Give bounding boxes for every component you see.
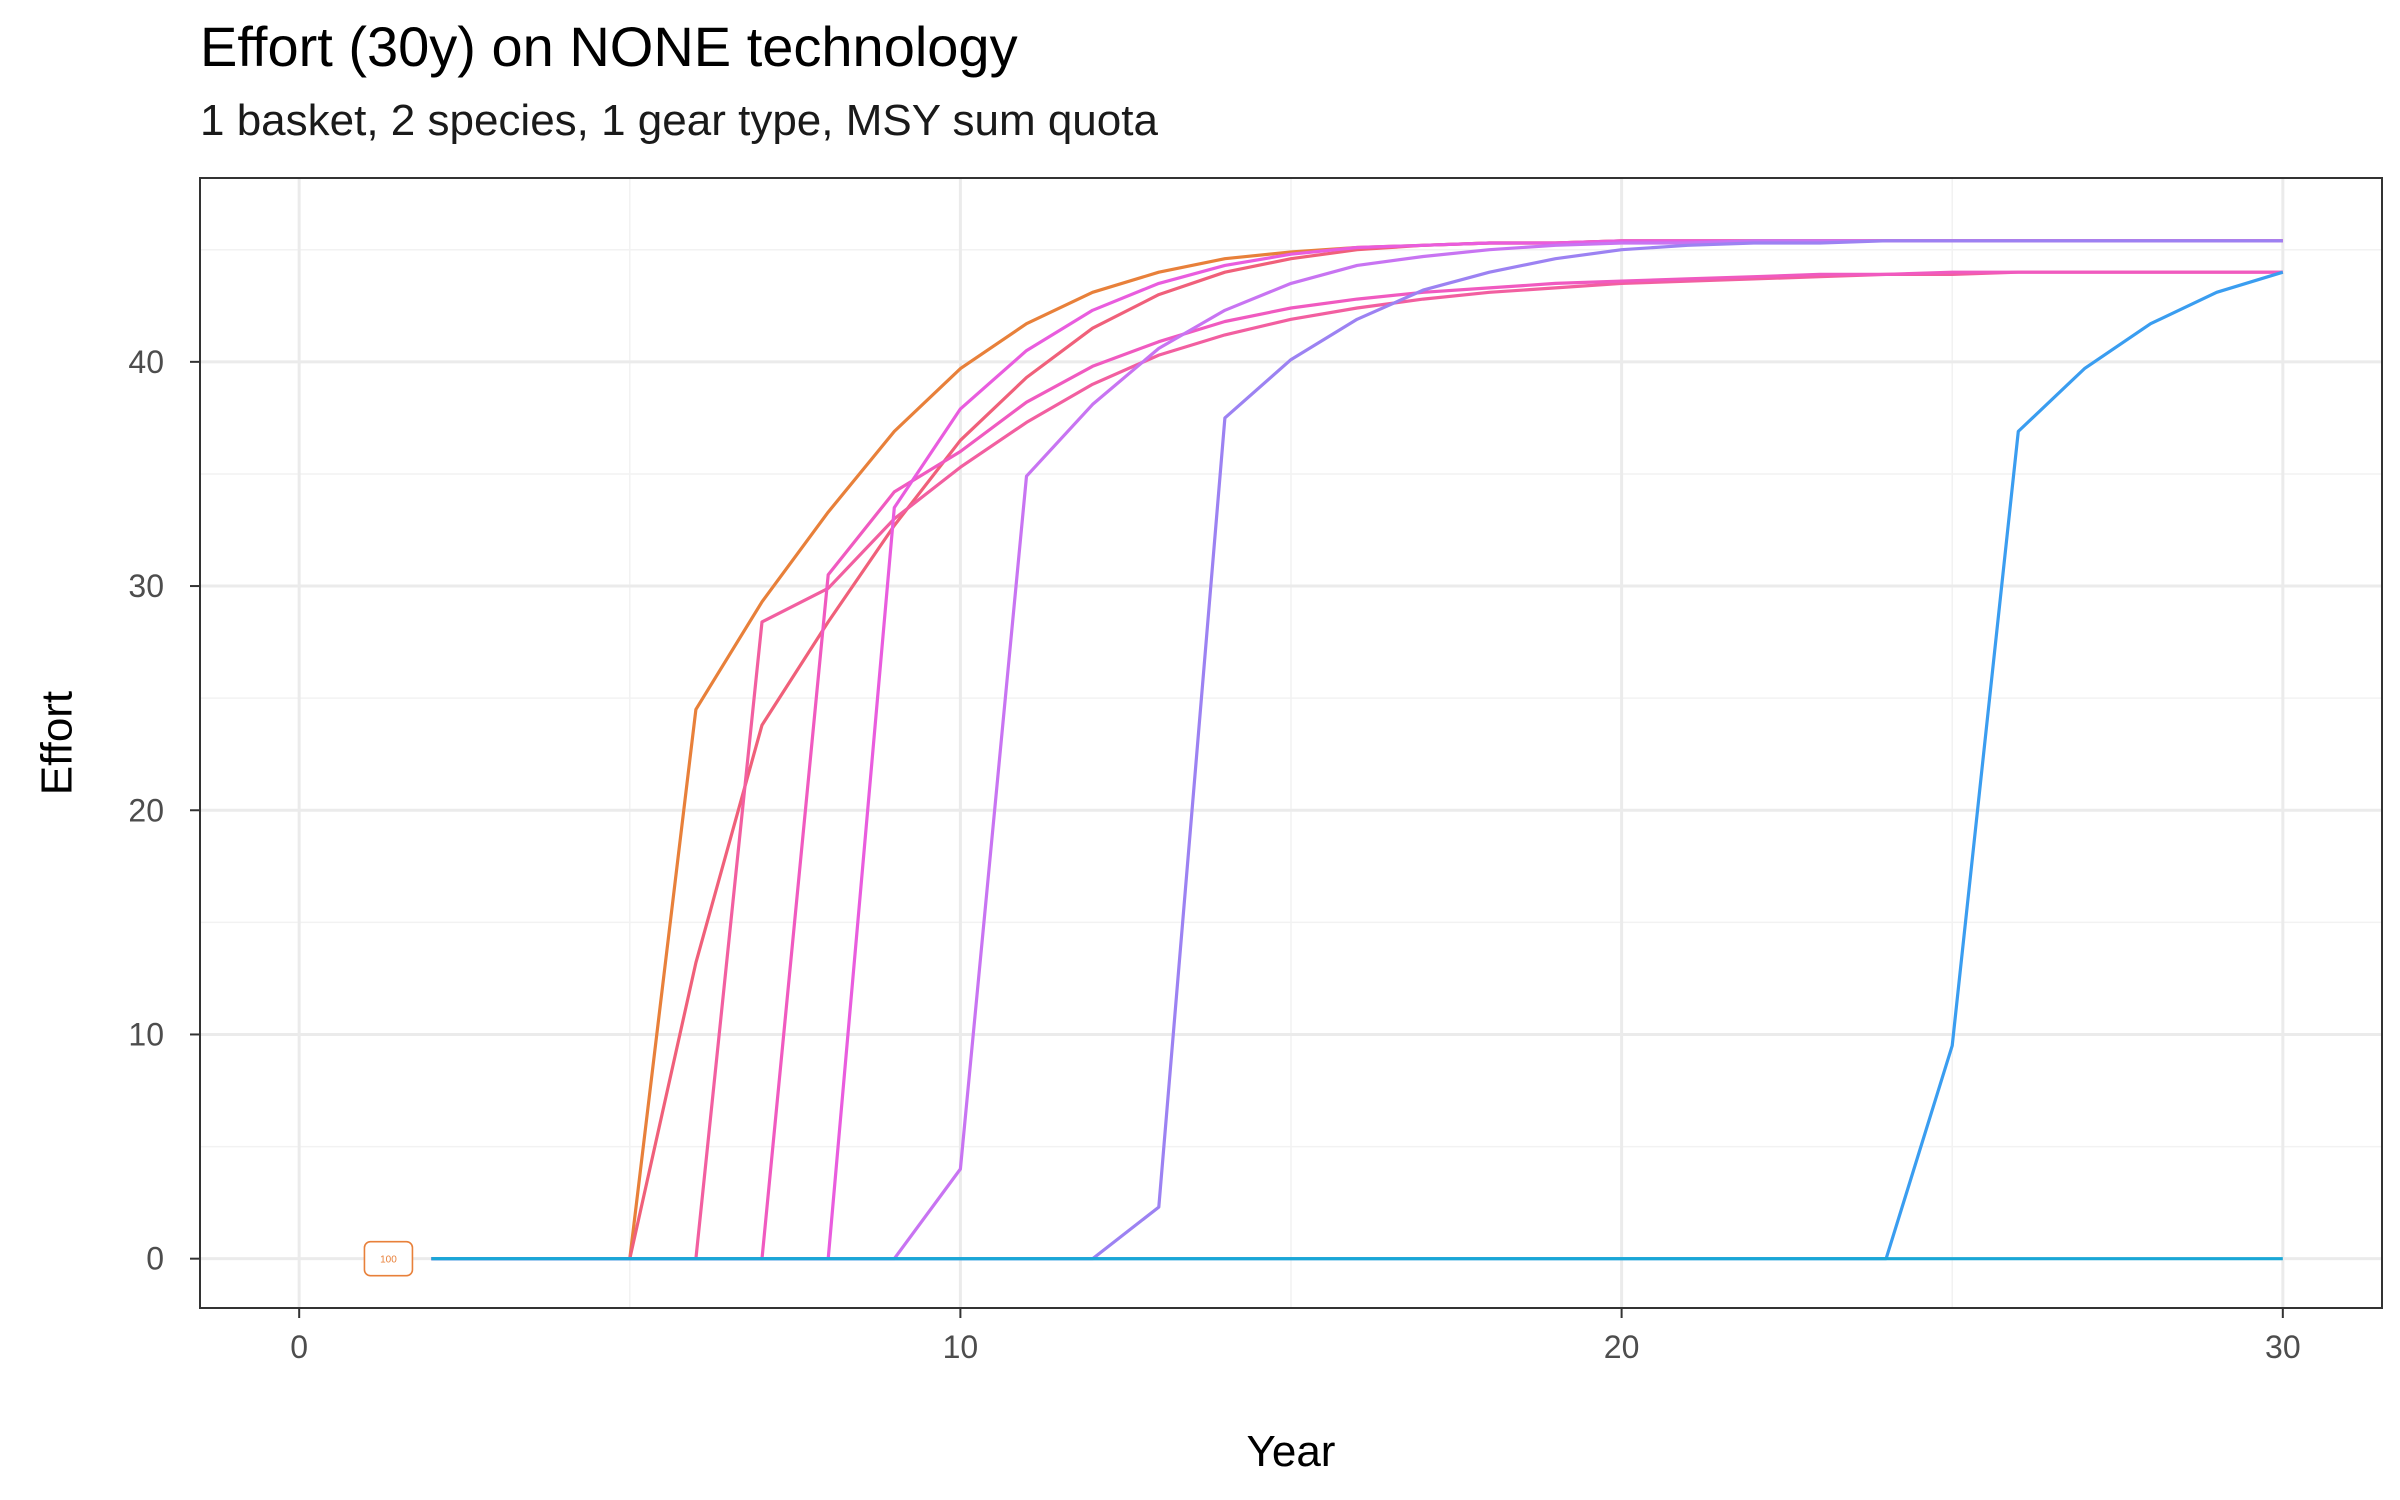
y-tick-label: 40 [128, 344, 164, 380]
series-line-8 [431, 270, 2284, 1261]
x-tick-label: 30 [2265, 1329, 2301, 1365]
annotation-label: 100 [380, 1255, 397, 1266]
grid-lines [200, 178, 2382, 1308]
axes: 0 10 20 30 0 10 20 30 40 [128, 344, 2300, 1365]
x-axis-title: Year [1247, 1427, 1336, 1476]
plot-panel-border [199, 177, 2383, 1309]
annotation-label-box [363, 1240, 414, 1277]
y-tick-label: 0 [146, 1241, 164, 1277]
chart-subtitle: 1 basket, 2 species, 1 gear type, MSY su… [200, 96, 1158, 145]
x-tick-label: 10 [943, 1329, 979, 1365]
chart-title: Effort (30y) on NONE technology [200, 15, 1018, 78]
series-line-7 [431, 239, 2283, 1261]
y-tick-label: 20 [128, 792, 164, 828]
y-tick-label: 10 [128, 1016, 164, 1052]
series-line-2 [431, 239, 2283, 1261]
y-tick-label: 30 [128, 568, 164, 604]
series-line-1 [431, 239, 2283, 1261]
series-line-3 [431, 270, 2283, 1261]
annotation: 100 [363, 1240, 414, 1277]
x-tick-label: 20 [1604, 1329, 1640, 1365]
series-line-6 [431, 239, 2283, 1261]
series-line-5 [431, 239, 2283, 1261]
series-lines [431, 239, 2284, 1261]
y-axis-title: Effort [32, 691, 81, 795]
series-line-4 [431, 270, 2283, 1261]
x-tick-label: 0 [290, 1329, 308, 1365]
